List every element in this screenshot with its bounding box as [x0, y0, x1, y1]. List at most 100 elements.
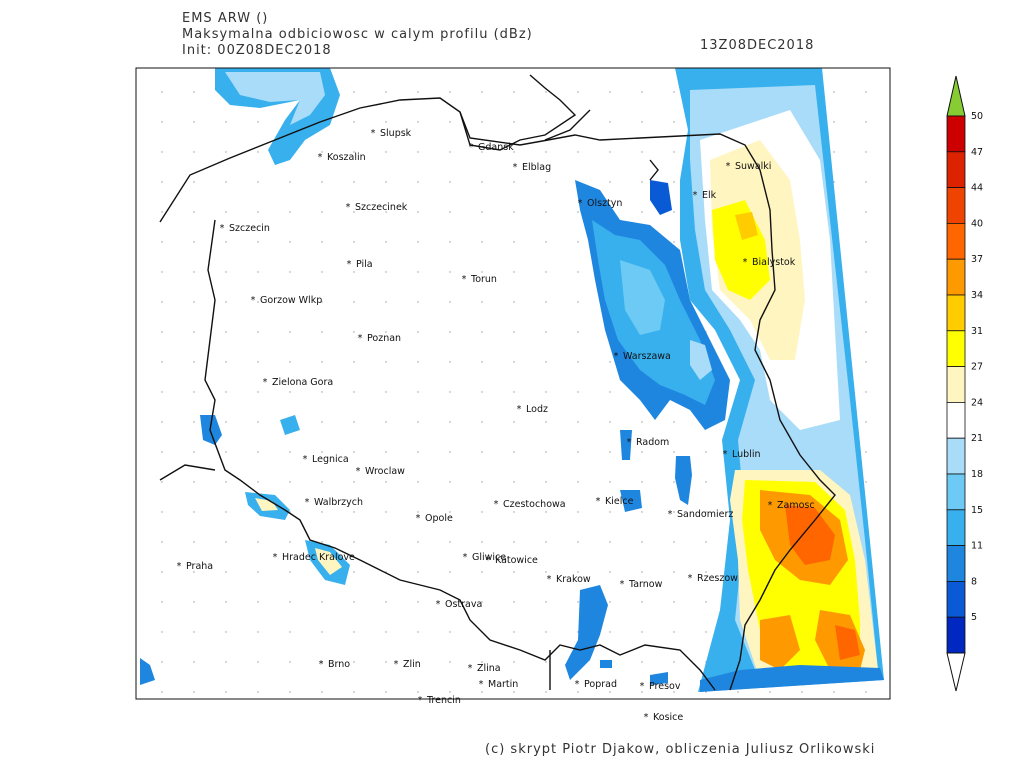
scale-label: 15 [971, 505, 983, 516]
map-title: Maksymalna odbiciowosc w calym profilu (… [182, 27, 533, 42]
city-radom: * Radom [627, 437, 670, 448]
city-marker-icon: * [356, 466, 361, 477]
city-label: Koszalin [327, 152, 366, 163]
scale-swatch [946, 187, 966, 224]
city-marker-icon: * [177, 561, 182, 572]
city-label: Slupsk [380, 128, 412, 139]
city-label: Radom [636, 437, 669, 448]
city-marker-icon: * [575, 679, 580, 690]
city-marker-icon: * [479, 679, 484, 690]
city-label: Brno [328, 659, 350, 670]
scale-swatch [946, 258, 966, 296]
city-marker-icon: * [468, 663, 473, 674]
city-marker-icon: * [358, 333, 363, 344]
scale-swatch [946, 294, 966, 332]
city-kosice: * Kosice [644, 712, 684, 723]
scale-swatch [946, 437, 966, 475]
city-label: Pila [356, 259, 373, 270]
city-elk: * Elk [693, 190, 717, 201]
scale-label: 5 [971, 612, 977, 623]
valid-time: 13Z08DEC2018 [700, 38, 815, 53]
scale-min-arrow-icon [946, 652, 966, 692]
city-marker-icon: * [416, 513, 421, 524]
city-hradec-kralove: * Hradec Kralove [273, 552, 355, 563]
city-katowice: * Katowice [486, 555, 538, 566]
city-poznan: * Poznan [358, 333, 401, 344]
city-label: Warszawa [623, 351, 671, 362]
scale-swatch [946, 401, 966, 439]
scale-label: 8 [971, 576, 977, 587]
city-gliwice: * Gliwice [463, 552, 507, 563]
scale-swatch [946, 473, 966, 511]
city-label: Szczecinek [355, 202, 408, 213]
scale-swatch [946, 115, 966, 153]
city-marker-icon: * [547, 574, 552, 585]
city-marker-icon: * [220, 223, 225, 234]
city-label: Trencin [426, 695, 461, 706]
city-marker-icon: * [436, 599, 441, 610]
city-gorzow-wlkp: * Gorzow Wlkp [251, 295, 323, 306]
city-label: Elblag [522, 162, 551, 173]
city-zielona-gora: * Zielona Gora [263, 377, 334, 388]
city-kielce: * Kielce [596, 496, 634, 507]
scale-swatch [946, 222, 966, 260]
city-marker-icon: * [318, 152, 323, 163]
city-praha: * Praha [177, 561, 214, 572]
city-olsztyn: * Olsztyn [578, 198, 623, 209]
scale-label: 31 [971, 326, 983, 337]
city-pila: * Pila [347, 259, 373, 270]
reflectivity-field [140, 68, 884, 692]
city-marker-icon: * [640, 681, 645, 692]
scale-label: 18 [971, 469, 983, 480]
city-marker-icon: * [688, 573, 693, 584]
city-label: Krakow [556, 574, 591, 585]
city-marker-icon: * [462, 274, 467, 285]
city-szczecinek: * Szczecinek [346, 202, 408, 213]
city-label: Zlin [403, 659, 421, 670]
city-marker-icon: * [513, 162, 518, 173]
city-marker-icon: * [614, 351, 619, 362]
city-label: Szczecin [229, 223, 270, 234]
scale-label: 50 [971, 111, 983, 122]
city-label: Presov [649, 681, 681, 692]
city-label: Zielona Gora [272, 377, 333, 388]
scale-label: 11 [971, 541, 983, 552]
city-opole: * Opole [416, 513, 453, 524]
city-labels: * Slupsk * Koszalin * Gdansk * Elblag * Suwalki * E… [177, 128, 815, 723]
city-marker-icon: * [346, 202, 351, 213]
borders [159, 74, 836, 691]
city-label: Poprad [584, 679, 617, 690]
city-warszawa: * Warszawa [614, 351, 671, 362]
city-lodz: * Lodz [517, 404, 548, 415]
city-gdansk: * Gdansk [469, 142, 515, 153]
scale-label: 34 [971, 290, 983, 301]
city-elblag: * Elblag [513, 162, 552, 173]
scale-label: 21 [971, 433, 983, 444]
city-legnica: * Legnica [303, 454, 349, 465]
city-marker-icon: * [319, 659, 324, 670]
city-label: Zlina [477, 663, 501, 674]
init-time: Init: 00Z08DEC2018 [182, 43, 332, 58]
city-marker-icon: * [743, 257, 748, 268]
city-marker-icon: * [371, 128, 376, 139]
scale-swatch [946, 616, 966, 654]
city-czestochowa: * Czestochowa [494, 499, 566, 510]
city-label: Rzeszow [697, 573, 738, 584]
city-label: Legnica [312, 454, 349, 465]
city-trencin: * Trencin [418, 695, 461, 706]
city-marker-icon: * [723, 449, 728, 460]
scale-swatch [946, 509, 966, 546]
model-name: EMS ARW () [182, 11, 269, 26]
city-marker-icon: * [418, 695, 423, 706]
city-sandomierz: * Sandomierz [668, 509, 734, 520]
city-label: Bialystok [752, 257, 796, 268]
city-zlin: * Zlin [394, 659, 421, 670]
city-marker-icon: * [726, 161, 731, 172]
city-marker-icon: * [596, 496, 601, 507]
city-marker-icon: * [463, 552, 468, 563]
scale-label: 47 [971, 147, 983, 158]
city-label: Kielce [605, 496, 634, 507]
city-walbrzych: * Walbrzych [305, 497, 363, 508]
city-marker-icon: * [494, 499, 499, 510]
